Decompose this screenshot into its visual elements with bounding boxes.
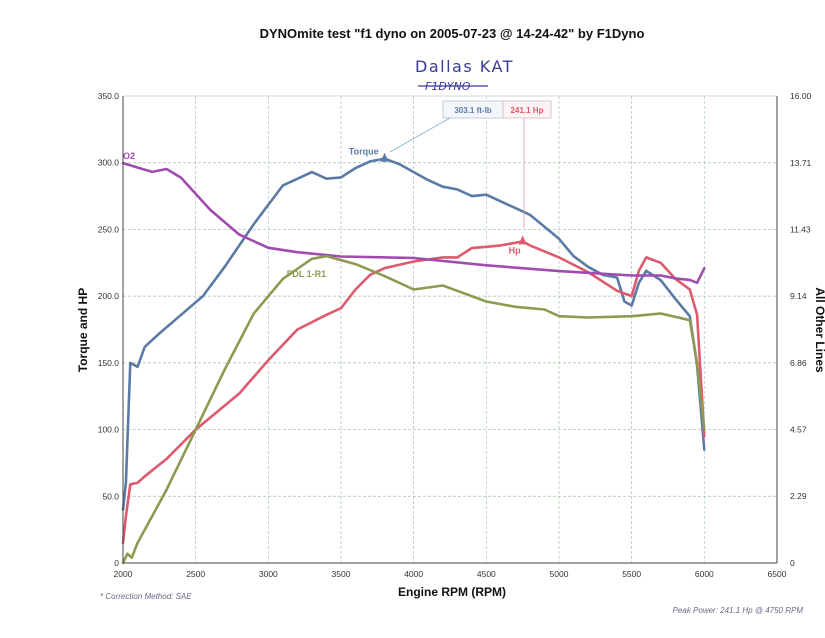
handwritten-owner: Dallas KAT (415, 57, 514, 76)
tick-labels: 2000 2500 3000 3500 4000 4500 5000 5500 6000 6500… (98, 91, 812, 579)
series-line-torque (121, 157, 706, 511)
y-tick-label: 250.0 (98, 224, 120, 234)
series-line-fdl (121, 254, 706, 565)
y2-axis-title: All Other Lines (813, 287, 825, 373)
y2-tick-label: 11.43 (790, 224, 811, 234)
torque-callout-leader (389, 117, 451, 153)
y-tick-label: 100.0 (98, 425, 120, 435)
x-tick-label: 2000 (114, 569, 133, 579)
torque-callout-text: 303.1 ft-lb (454, 106, 491, 115)
x-tick-label: 5000 (550, 569, 569, 579)
series-lines (121, 157, 706, 565)
y2-tick-label: 2.29 (790, 491, 807, 501)
y2-tick-label: 0 (790, 558, 795, 568)
chart-title: DYNOmite test "f1 dyno on 2005-07-23 @ 1… (260, 26, 645, 41)
y-tick-label: 0 (114, 558, 119, 568)
series-line-o2 (121, 161, 706, 285)
peak-power-note: Peak Power: 241.1 Hp @ 4750 RPM (673, 606, 804, 615)
y2-tick-label: 9.14 (790, 291, 807, 301)
series-labels: Torque Hp O2 FDL 1-R1 (123, 147, 527, 279)
y2-tick-label: 4.57 (790, 425, 807, 435)
x-tick-label: 3500 (332, 569, 351, 579)
y-tick-label: 300.0 (98, 158, 120, 168)
x-tick-label: 5500 (622, 569, 641, 579)
hp-callout-box (502, 100, 552, 119)
hp-callout: 241.1 Hp (502, 100, 552, 228)
y-axis-title: Torque and HP (76, 288, 90, 372)
hp-callout-text: 241.1 Hp (511, 106, 544, 115)
x-tick-label: 6500 (768, 569, 787, 579)
grid (123, 96, 777, 563)
y-tick-label: 150.0 (98, 358, 120, 368)
torque-callout: 303.1 ft-lb (389, 100, 504, 153)
x-tick-label: 3000 (259, 569, 278, 579)
plot-frame (122, 95, 778, 564)
x-tick-label: 2500 (186, 569, 205, 579)
x-axis-title: Engine RPM (RPM) (398, 585, 506, 599)
series-label-fdl: FDL 1-R1 (287, 269, 326, 279)
y-tick-label: 350.0 (98, 91, 120, 101)
series-label-o2: O2 (123, 151, 135, 161)
x-tick-label: 4000 (404, 569, 423, 579)
y-tick-label: 50.0 (102, 491, 119, 501)
x-tick-label: 6000 (695, 569, 714, 579)
y-tick-label: 200.0 (98, 291, 120, 301)
correction-note: * Correction Method: SAE (100, 592, 192, 601)
y2-tick-label: 16.00 (790, 91, 812, 101)
y2-tick-label: 13.71 (790, 158, 812, 168)
x-tick-label: 4500 (477, 569, 496, 579)
series-label-torque: Torque (349, 147, 379, 157)
torque-peak-marker (380, 152, 389, 162)
y2-tick-label: 6.86 (790, 358, 807, 368)
series-label-hp: Hp (509, 245, 521, 255)
series-line-hp (121, 240, 706, 545)
hp-peak-marker (518, 235, 527, 245)
